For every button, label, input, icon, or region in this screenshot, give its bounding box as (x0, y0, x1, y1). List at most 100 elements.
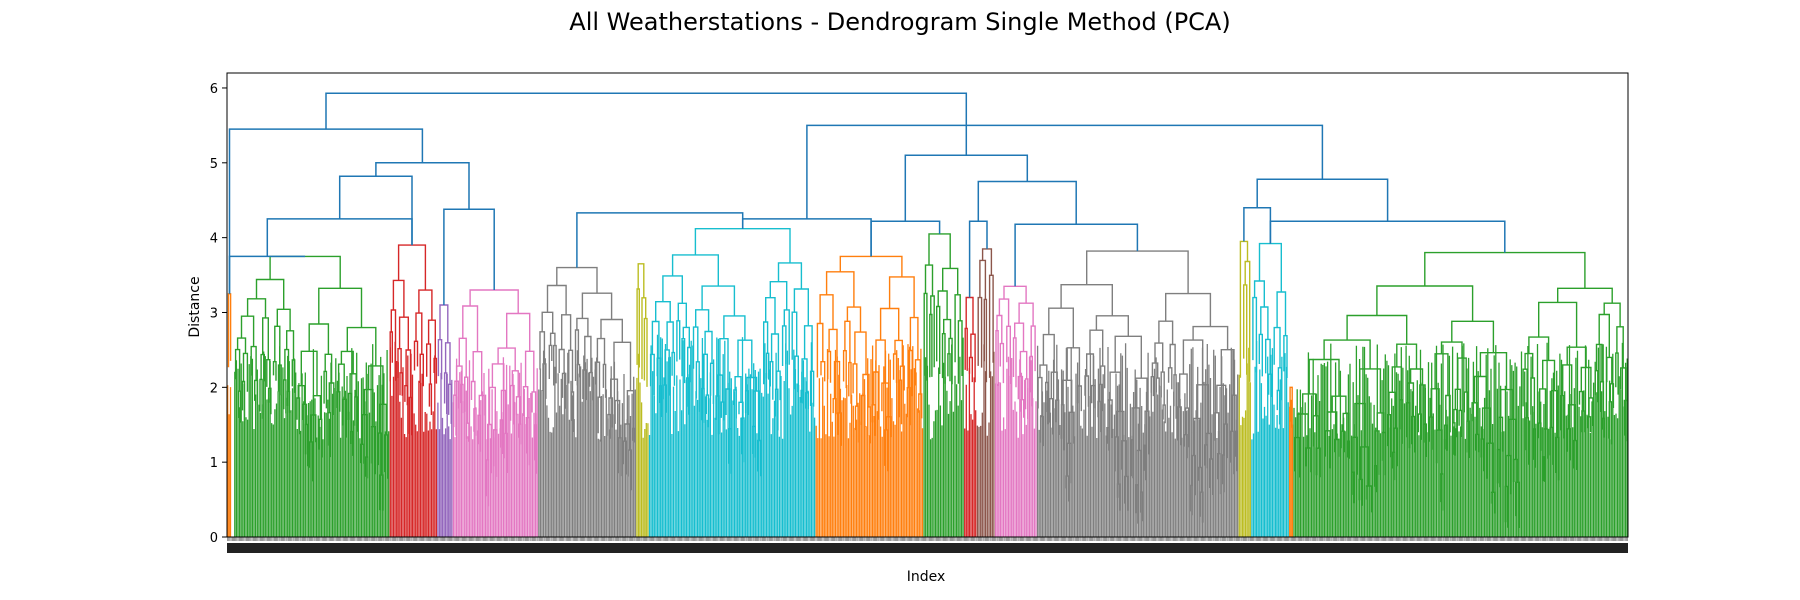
cluster-link (458, 337, 467, 378)
cluster-link (548, 344, 553, 379)
cluster-link (1037, 376, 1043, 417)
link-4 (375, 162, 470, 210)
cluster-14 (1238, 240, 1251, 537)
cluster-15 (1251, 242, 1289, 537)
cluster-link (1440, 341, 1463, 359)
cluster-link (1581, 410, 1585, 433)
cluster-8 (815, 255, 924, 537)
cluster-link (655, 301, 671, 322)
cluster-link (558, 348, 565, 374)
cluster-link (561, 314, 572, 351)
link-9 (968, 220, 988, 298)
cluster-link (1538, 301, 1578, 348)
link-7 (741, 218, 872, 257)
cluster-link (389, 331, 393, 382)
cluster-link (1048, 307, 1074, 348)
cluster-link (947, 353, 951, 382)
cluster-link (936, 305, 941, 374)
cluster-link (269, 255, 341, 289)
cluster-4 (452, 289, 538, 537)
cluster-link (979, 259, 987, 300)
cluster-link (848, 361, 852, 404)
cluster-link (522, 386, 529, 418)
cluster-link (613, 341, 632, 391)
cluster-link (596, 337, 606, 365)
cluster-0 (227, 293, 232, 537)
cluster-link (819, 294, 834, 330)
cluster-link (1542, 359, 1556, 391)
cluster-link (1615, 352, 1619, 395)
cluster-leaves (1251, 341, 1289, 537)
cluster-link (470, 380, 476, 409)
cluster-link (1273, 326, 1281, 368)
cluster-link (1003, 285, 1027, 304)
cluster-link (426, 343, 432, 385)
cluster-link (1024, 378, 1029, 419)
cluster-leaves (452, 357, 538, 537)
cluster-link (832, 398, 837, 415)
cluster-link (453, 394, 457, 436)
cluster-11 (976, 248, 995, 537)
cluster-link (404, 385, 408, 406)
cluster-link (379, 474, 384, 511)
cluster-link (594, 361, 601, 398)
cluster-leaves (636, 353, 649, 537)
cluster-leaves (1289, 399, 1294, 537)
cluster-link (765, 352, 770, 380)
cluster-link (1252, 296, 1258, 373)
cluster-link (637, 263, 645, 298)
cluster-link (1424, 251, 1586, 289)
cluster-link (666, 321, 674, 353)
cluster-link (816, 322, 824, 378)
cluster-link (676, 320, 681, 362)
cluster-2 (389, 244, 438, 537)
cluster-link (506, 312, 531, 352)
link-11 (1243, 206, 1272, 244)
cluster-leaves (964, 368, 977, 537)
cluster-link (671, 351, 676, 386)
cluster-link (1192, 325, 1229, 350)
x-tick-labels-dense (227, 543, 1628, 553)
cluster-link (308, 323, 330, 355)
cluster-link (255, 278, 285, 310)
cluster-link (777, 262, 803, 289)
x-axis-label: Index (907, 569, 946, 585)
cluster-link (443, 372, 448, 414)
cluster-leaves (389, 341, 438, 537)
cluster-1 (234, 255, 390, 537)
link-0 (228, 255, 306, 294)
x-ticks (227, 537, 1628, 541)
cluster-link (827, 350, 832, 383)
cluster-link (323, 370, 328, 409)
cluster-link (1179, 373, 1188, 409)
cluster-link (274, 325, 281, 366)
cluster-link (1158, 320, 1174, 345)
cluster-7 (648, 228, 816, 537)
cluster-16 (1289, 386, 1294, 537)
link-17 (325, 92, 968, 156)
cluster-link (888, 276, 915, 318)
cluster-link (692, 326, 699, 369)
cluster-leaves (1036, 343, 1239, 537)
cluster-link (399, 372, 403, 396)
cluster-link (1162, 404, 1166, 424)
cluster-17 (1293, 251, 1628, 537)
cluster-link (448, 383, 452, 424)
link-16 (806, 124, 1324, 219)
cluster-link (272, 361, 277, 381)
cluster-link (1258, 242, 1282, 292)
y-tick-label: 5 (210, 157, 218, 172)
cluster-link (1086, 250, 1189, 294)
cluster-link (1089, 329, 1104, 367)
cluster-link (1598, 313, 1610, 358)
cluster-link (227, 293, 232, 368)
cluster-link (998, 298, 1010, 327)
cluster-link (720, 401, 725, 421)
cluster-link (1243, 284, 1248, 375)
cluster-leaves (437, 372, 453, 537)
plot-frame (226, 72, 1629, 538)
cluster-link (643, 317, 648, 387)
cluster-link (437, 339, 443, 380)
cluster-3 (437, 304, 453, 537)
cluster-link (1578, 390, 1584, 411)
